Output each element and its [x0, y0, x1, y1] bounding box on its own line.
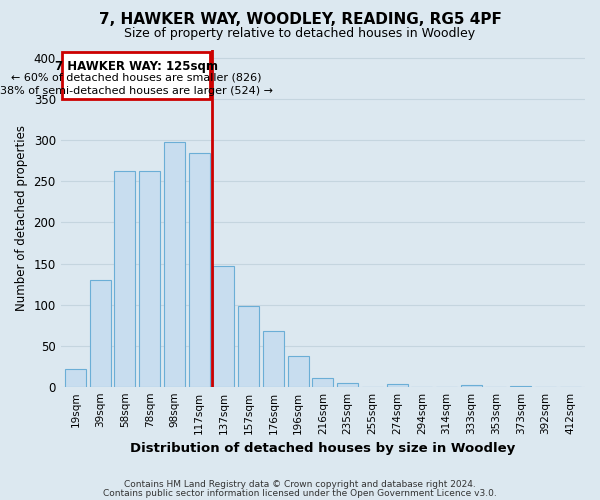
Bar [313, 378, 334, 386]
Text: Contains public sector information licensed under the Open Government Licence v3: Contains public sector information licen… [103, 488, 497, 498]
Bar [214, 266, 235, 386]
Bar [139, 170, 160, 386]
Text: 38% of semi-detached houses are larger (524) →: 38% of semi-detached houses are larger (… [0, 86, 272, 96]
Bar [337, 382, 358, 386]
Bar [263, 331, 284, 386]
Text: ← 60% of detached houses are smaller (826): ← 60% of detached houses are smaller (82… [11, 73, 262, 83]
FancyBboxPatch shape [62, 52, 210, 100]
Bar [386, 384, 407, 386]
Bar [238, 306, 259, 386]
Y-axis label: Number of detached properties: Number of detached properties [15, 126, 28, 312]
Bar [461, 385, 482, 386]
Text: 7 HAWKER WAY: 125sqm: 7 HAWKER WAY: 125sqm [55, 60, 218, 73]
Bar [188, 152, 209, 386]
Bar [115, 170, 136, 386]
X-axis label: Distribution of detached houses by size in Woodley: Distribution of detached houses by size … [130, 442, 515, 455]
Bar [287, 356, 308, 386]
Bar [164, 142, 185, 386]
Text: Size of property relative to detached houses in Woodley: Size of property relative to detached ho… [124, 28, 476, 40]
Text: 7, HAWKER WAY, WOODLEY, READING, RG5 4PF: 7, HAWKER WAY, WOODLEY, READING, RG5 4PF [98, 12, 502, 28]
Text: Contains HM Land Registry data © Crown copyright and database right 2024.: Contains HM Land Registry data © Crown c… [124, 480, 476, 489]
Bar [90, 280, 111, 386]
Bar [65, 368, 86, 386]
